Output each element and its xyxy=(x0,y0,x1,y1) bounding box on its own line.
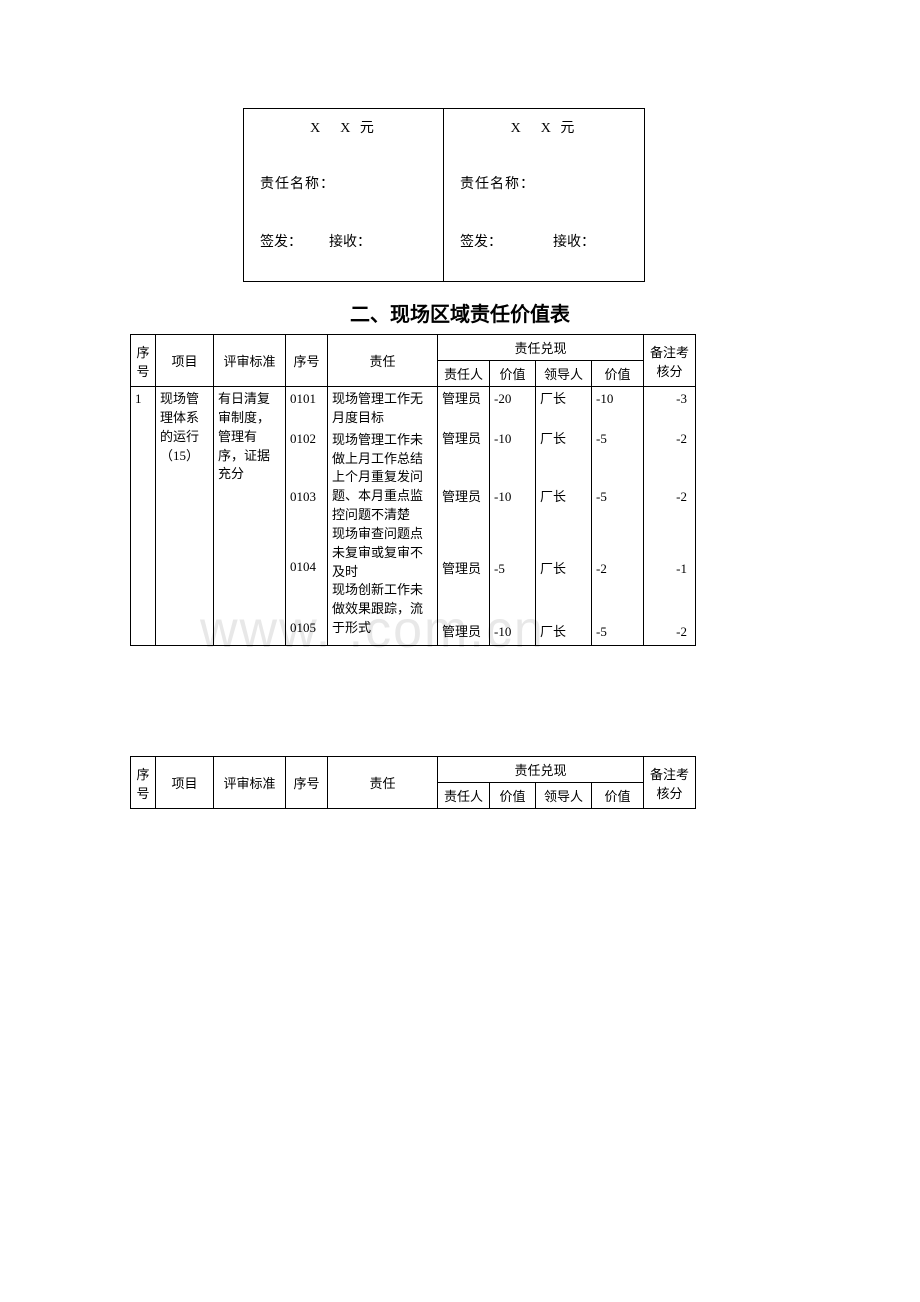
person-0: 管理员 xyxy=(438,387,489,427)
resp-2: 上个月重复发问题、本月重点监控问题不清楚 xyxy=(328,468,437,525)
table2-header-row-1: 序号 项目 评审标准 序号 责任 责任兑现 备注考核分 xyxy=(131,757,696,783)
hdr-value2: 价值 xyxy=(592,361,644,387)
resp-4: 现场创新工作未做效果跟踪，流于形式 xyxy=(328,581,437,641)
cell-notes: -3 -2 -2 -1 -2 xyxy=(644,387,696,646)
val-0: -20 xyxy=(490,387,535,427)
hdr-responsibility: 责任 xyxy=(328,335,438,387)
val-3: -5 xyxy=(490,557,535,621)
resp-name-left: 责任名称： xyxy=(256,173,431,193)
leader-3: 厂长 xyxy=(536,557,591,621)
hdr-project: 项目 xyxy=(156,335,214,387)
note-3: -1 xyxy=(644,557,695,621)
note-4: -2 xyxy=(644,620,695,645)
secondary-header-table: 序号 项目 评审标准 序号 责任 责任兑现 备注考核分 责任人 价值 领导人 价… xyxy=(130,756,696,809)
person-1: 管理员 xyxy=(438,427,489,485)
data-row-1: 1 现场管理体系的运行（15） 有日清复审制度，管理有序，证据充分 0101 0… xyxy=(131,387,696,646)
hdr2-responsibility: 责任 xyxy=(328,757,438,809)
person-2: 管理员 xyxy=(438,485,489,557)
cell-codes: 0101 0102 0103 0104 0105 xyxy=(286,387,328,646)
val-4: -10 xyxy=(490,620,535,645)
leader-0: 厂长 xyxy=(536,387,591,427)
hdr-value: 价值 xyxy=(490,361,536,387)
cell-standard: 有日清复审制度，管理有序，证据充分 xyxy=(214,387,286,646)
hdr2-project: 项目 xyxy=(156,757,214,809)
leader-1: 厂长 xyxy=(536,427,591,485)
val2-1: -5 xyxy=(592,427,643,485)
cell-leaders: 厂长 厂长 厂长 厂长 厂长 xyxy=(536,387,592,646)
hdr2-fulfill: 责任兑现 xyxy=(438,757,644,783)
hdr2-value2: 价值 xyxy=(592,783,644,809)
code-0: 0101 xyxy=(286,387,327,427)
hdr-seq: 序号 xyxy=(131,335,156,387)
cell-project: 现场管理体系的运行（15） xyxy=(156,387,214,646)
val2-2: -5 xyxy=(592,485,643,557)
val2-0: -10 xyxy=(592,387,643,427)
hdr2-person: 责任人 xyxy=(438,783,490,809)
recv-right-label: 接收： xyxy=(553,231,595,251)
code-3: 0104 xyxy=(286,555,327,617)
note-2: -2 xyxy=(644,485,695,557)
resp-3: 现场审查问题点未复审或复审不及时 xyxy=(328,525,437,582)
hdr-note: 备注考核分 xyxy=(644,335,696,387)
val-1: -10 xyxy=(490,427,535,485)
cell-vals: -20 -10 -10 -5 -10 xyxy=(490,387,536,646)
hdr2-seq2: 序号 xyxy=(286,757,328,809)
hdr-leader: 领导人 xyxy=(536,361,592,387)
hdr2-value: 价值 xyxy=(490,783,536,809)
hdr2-leader: 领导人 xyxy=(536,783,592,809)
note-0: -3 xyxy=(644,387,695,427)
person-3: 管理员 xyxy=(438,557,489,621)
hdr-fulfill: 责任兑现 xyxy=(438,335,644,361)
amount-box-left: X X 元 责任名称： 签发： 接收： xyxy=(243,108,443,282)
code-2: 0103 xyxy=(286,485,327,555)
code-4: 0105 xyxy=(286,616,327,641)
cell-persons: 管理员 管理员 管理员 管理员 管理员 xyxy=(438,387,490,646)
hdr-seq2: 序号 xyxy=(286,335,328,387)
amount-box-right: X X 元 责任名称： 签发： 接收： xyxy=(443,108,645,282)
hdr2-standard: 评审标准 xyxy=(214,757,286,809)
cell-vals2: -10 -5 -5 -2 -5 xyxy=(592,387,644,646)
val2-3: -2 xyxy=(592,557,643,621)
cell-resps: 现场管理工作无月度目标 现场管理工作未做上月工作总结 上个月重复发问题、本月重点… xyxy=(328,387,438,646)
resp-name-right: 责任名称： xyxy=(456,173,632,193)
val2-4: -5 xyxy=(592,620,643,645)
top-boxes-container: X X 元 责任名称： 签发： 接收： X X 元 责任名称： 签发： 接收： xyxy=(243,108,645,282)
hdr2-seq: 序号 xyxy=(131,757,156,809)
hdr-person: 责任人 xyxy=(438,361,490,387)
responsibility-value-table: 序号 项目 评审标准 序号 责任 责任兑现 备注考核分 责任人 价值 领导人 价… xyxy=(130,334,696,646)
leader-2: 厂长 xyxy=(536,485,591,557)
leader-4: 厂长 xyxy=(536,620,591,645)
sign-line-left: 签发： 接收： xyxy=(256,231,431,251)
amount-right: X X 元 xyxy=(456,117,632,137)
hdr-standard: 评审标准 xyxy=(214,335,286,387)
person-4: 管理员 xyxy=(438,620,489,645)
cell-seq: 1 xyxy=(131,387,156,646)
amount-left: X X 元 xyxy=(256,117,431,137)
code-1: 0102 xyxy=(286,427,327,485)
sign-line-right: 签发： 接收： xyxy=(456,231,632,251)
section-heading: 二、现场区域责任价值表 xyxy=(0,298,920,327)
table-header-row-1: 序号 项目 评审标准 序号 责任 责任兑现 备注考核分 xyxy=(131,335,696,361)
sign-right-label: 签发： xyxy=(460,231,502,251)
val-2: -10 xyxy=(490,485,535,557)
note-1: -2 xyxy=(644,427,695,485)
resp-0: 现场管理工作无月度目标 xyxy=(328,387,437,431)
recv-left-label: 接收： xyxy=(329,231,371,251)
sign-left-label: 签发： xyxy=(260,231,302,251)
hdr2-note: 备注考核分 xyxy=(644,757,696,809)
resp-1: 现场管理工作未做上月工作总结 xyxy=(328,431,437,469)
